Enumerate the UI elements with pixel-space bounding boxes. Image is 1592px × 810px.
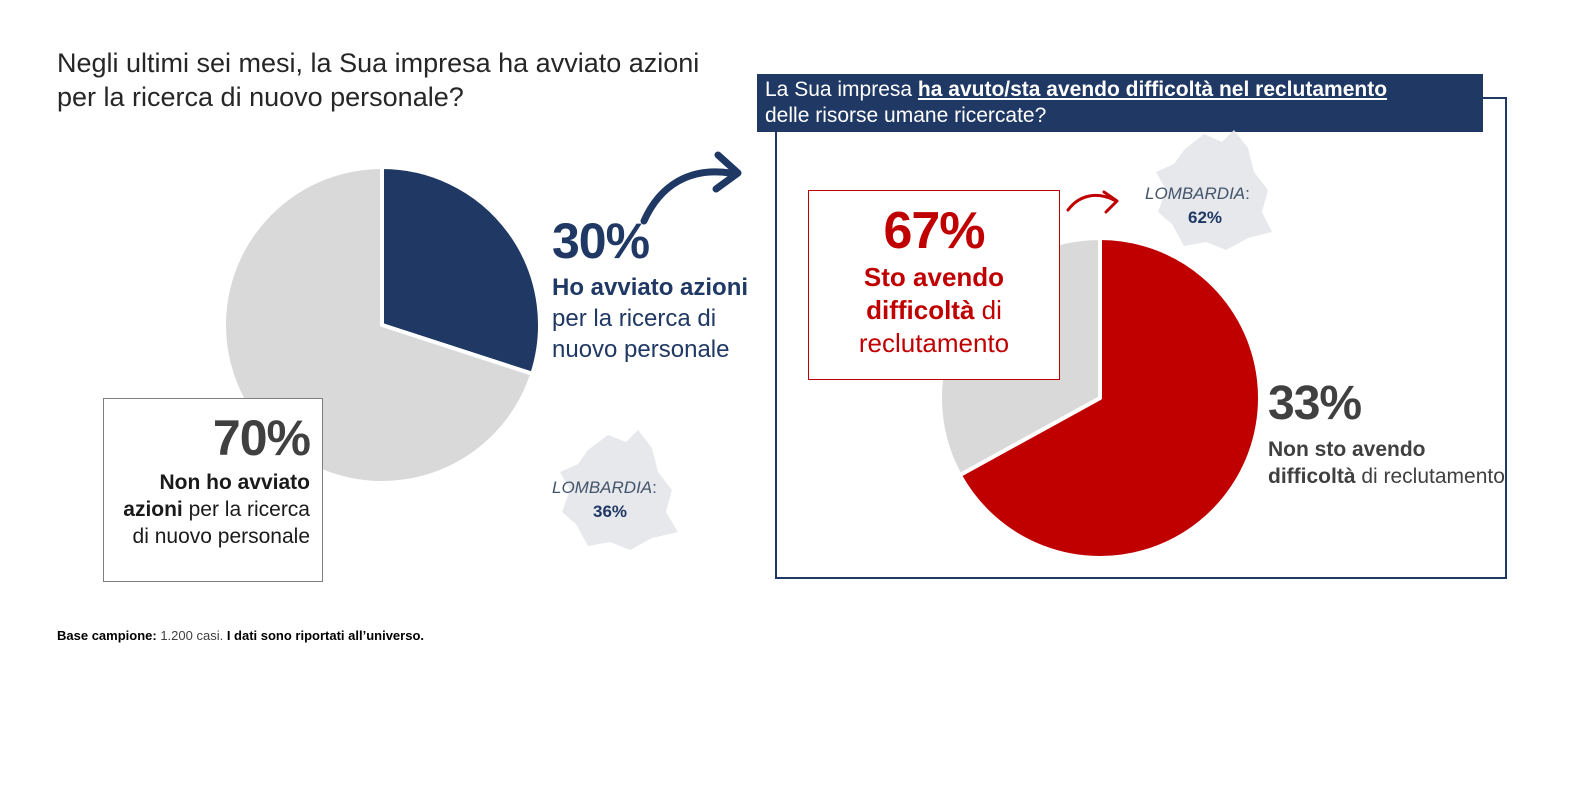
label-bold: Ho avviato azioni: [552, 274, 749, 301]
callout-box-67: 67% Sto avendo difficoltà di reclutament…: [808, 190, 1060, 380]
footnote-light: 1.200 casi.: [156, 628, 227, 643]
lombardia-label-1: LOMBARDIA:: [552, 478, 657, 498]
callout-box-70: 70% Non ho avviato azioni per la ricerca…: [103, 398, 323, 582]
label-non-difficolta: Non sto avendo difficoltà di reclutament…: [1268, 436, 1508, 490]
lombardia-value-1: 36%: [593, 502, 628, 521]
question-title-1: Negli ultimi sei mesi, la Sua impresa ha…: [57, 48, 700, 112]
label-rest: di reclutamento: [1355, 465, 1505, 488]
label-non-avviato: Non ho avviato azioni per la ricerca di …: [110, 469, 310, 550]
percentage-30: 30%: [552, 213, 650, 269]
curved-arrow-icon: [640, 151, 742, 225]
footnote: Base campione: 1.200 casi. I dati sono r…: [57, 628, 424, 643]
label-bold: Sto avendo difficoltà: [863, 262, 1005, 325]
lombardia-name: LOMBARDIA: [552, 478, 653, 497]
lombardia-value-2: 62%: [1188, 208, 1223, 227]
small-arrow-icon: [1066, 190, 1119, 214]
label-avviato-azioni: Ho avviato azioni per la ricerca di nuov…: [552, 272, 752, 365]
percentage-33: 33%: [1268, 377, 1362, 430]
footnote-bold-2: I dati sono riportati all’universo.: [226, 628, 425, 643]
footnote-bold-1: Base campione:: [57, 628, 157, 643]
percentage-67: 67%: [883, 202, 985, 260]
pie-slice-avviato: [380, 165, 542, 376]
label-rest: di reclutamento: [858, 295, 1010, 358]
pie-slice-difficolta: [957, 236, 1262, 560]
lombardia-colon: :: [652, 478, 657, 497]
lombardia-map-icon: [1156, 130, 1272, 250]
question-2-emphasis: ha avuto/sta avendo difficoltà nel reclu…: [917, 78, 1388, 101]
label-bold: Non ho avviato azioni: [123, 471, 310, 521]
question-2-prefix: La Sua impresa: [765, 78, 918, 101]
label-bold: Non sto avendo difficoltà: [1268, 438, 1426, 488]
label-difficolta: Sto avendo difficoltà di reclutamento: [809, 261, 1059, 360]
lombardia-name: LOMBARDIA: [1145, 184, 1246, 203]
question-title-2: La Sua impresa ha avuto/sta avendo diffi…: [757, 74, 1483, 132]
label-rest: per la ricerca di nuovo personale: [132, 498, 310, 548]
question-2-suffix: delle risorse umane ricercate?: [765, 104, 1047, 127]
lombardia-label-2: LOMBARDIA:: [1145, 184, 1250, 204]
lombardia-colon: :: [1245, 184, 1250, 203]
percentage-70: 70%: [212, 410, 311, 466]
label-rest: per la ricerca di nuovo personale: [552, 305, 730, 363]
lombardia-map-icon: [560, 430, 678, 550]
